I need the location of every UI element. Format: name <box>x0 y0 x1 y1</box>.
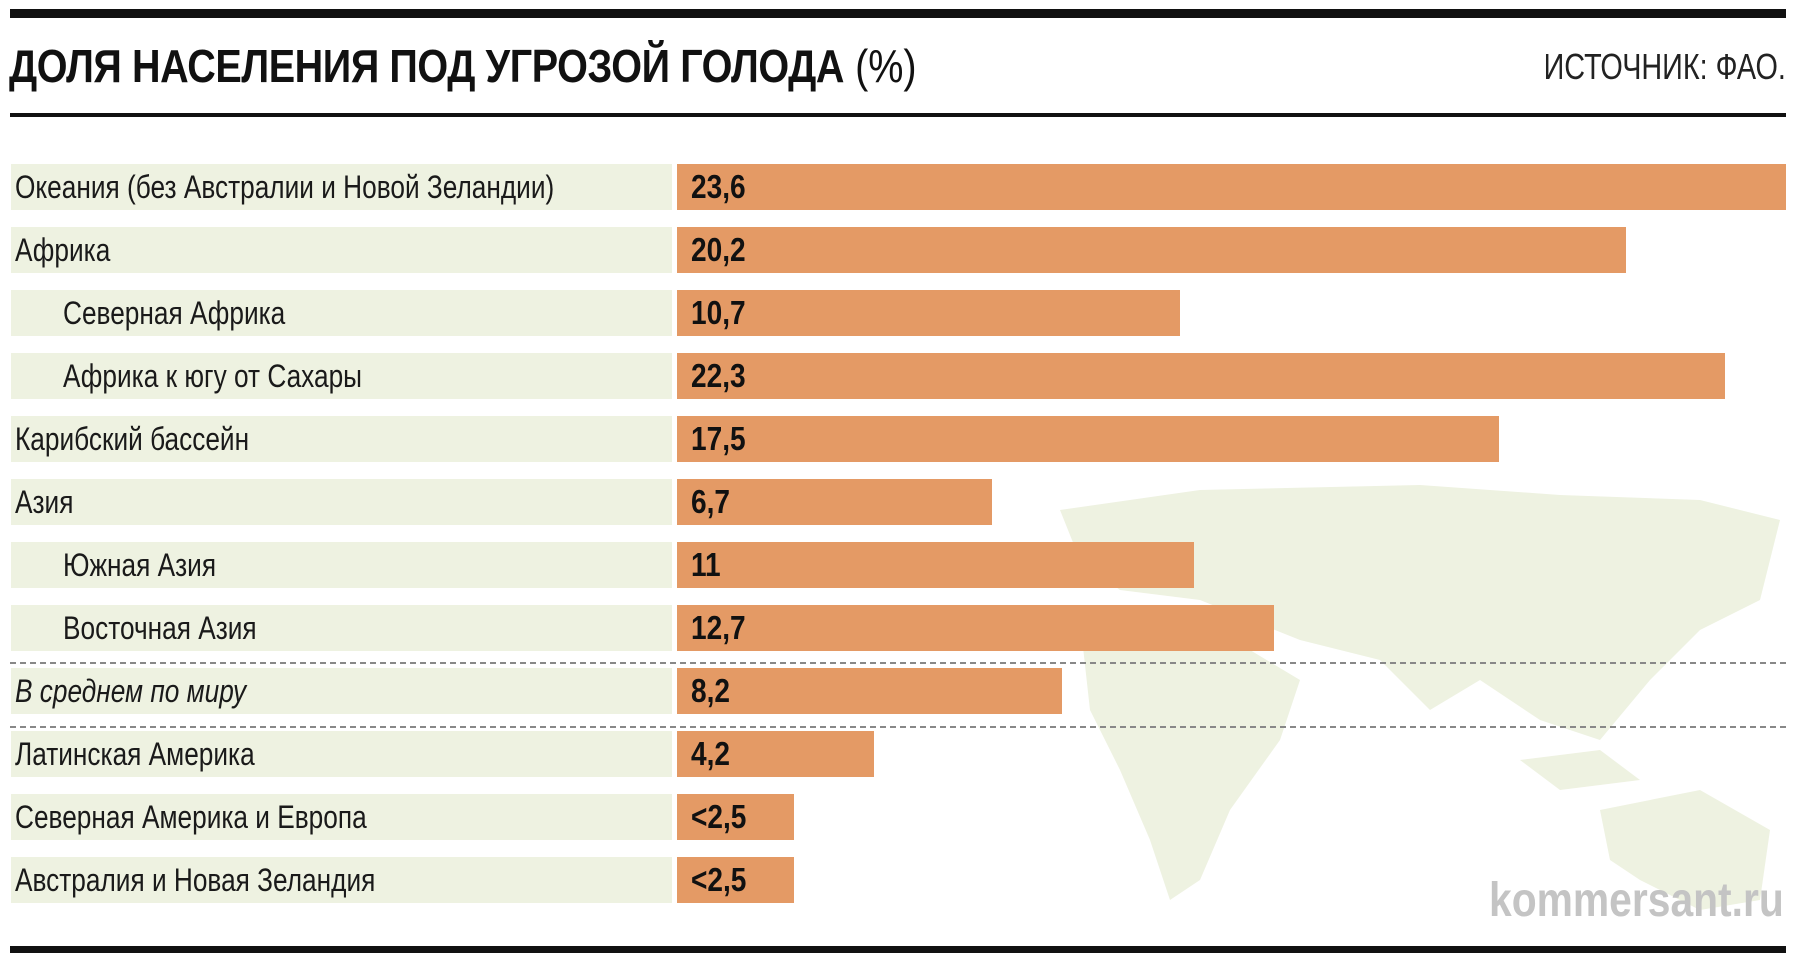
bar <box>677 794 794 840</box>
map-africa <box>1080 610 1300 900</box>
top-rule <box>10 9 1786 18</box>
category-label: Северная Африка <box>63 295 286 331</box>
label-background <box>11 353 672 399</box>
bottom-rule <box>10 946 1786 953</box>
bar <box>677 290 1180 336</box>
bar <box>677 731 874 777</box>
data-label: 12,7 <box>691 609 746 646</box>
bar <box>677 416 1499 462</box>
map-eurasia <box>1060 485 1780 740</box>
map-sea-islands <box>1520 750 1640 790</box>
label-background <box>11 416 672 462</box>
data-label: 8,2 <box>691 672 730 709</box>
category-label: Океания (без Австралии и Новой Зеландии) <box>15 169 555 205</box>
chart-title: ДОЛЯ НАСЕЛЕНИЯ ПОД УГРОЗОЙ ГОЛОДА (%) <box>9 40 917 92</box>
bar <box>677 479 992 525</box>
label-background <box>11 668 672 714</box>
label-background <box>11 794 672 840</box>
category-label: Африка <box>15 232 111 268</box>
data-label: 23,6 <box>691 168 746 205</box>
bar <box>677 227 1626 273</box>
data-label: 10,7 <box>691 294 746 331</box>
category-label: Северная Америка и Европа <box>15 799 367 835</box>
data-label: 6,7 <box>691 483 730 520</box>
divider-dashed-lower <box>10 726 1786 728</box>
divider-dashed-upper <box>10 662 1786 664</box>
category-label: Восточная Азия <box>63 610 257 646</box>
category-label: Южная Азия <box>63 547 217 583</box>
bar <box>677 353 1725 399</box>
data-label: 4,2 <box>691 735 730 772</box>
category-label: Азия <box>15 484 74 520</box>
data-label: 11 <box>691 546 721 583</box>
label-background <box>11 857 672 903</box>
label-background <box>11 605 672 651</box>
data-label: 17,5 <box>691 420 746 457</box>
category-label: Карибский бассейн <box>15 421 250 457</box>
bar <box>677 605 1274 651</box>
data-label: <2,5 <box>691 861 747 898</box>
label-background <box>11 542 672 588</box>
world-map-background <box>1060 485 1780 910</box>
bar <box>677 542 1194 588</box>
source-label: ИСТОЧНИК: ФАО. <box>1543 46 1786 87</box>
bar <box>677 668 1062 714</box>
data-label: 20,2 <box>691 231 746 268</box>
label-background <box>11 290 672 336</box>
category-label: Латинская Америка <box>15 736 255 772</box>
category-label: Африка к югу от Сахары <box>63 358 363 394</box>
unit-label: (%) <box>855 40 917 92</box>
bar <box>677 164 1786 210</box>
category-label: В среднем по миру <box>15 673 247 709</box>
label-background <box>11 227 672 273</box>
category-label: Австралия и Новая Зеландия <box>15 862 376 898</box>
title-rule <box>10 113 1786 117</box>
label-background <box>11 479 672 525</box>
data-label: 22,3 <box>691 357 746 394</box>
watermark: kommersant.ru <box>1489 874 1784 927</box>
label-background <box>11 731 672 777</box>
label-background <box>11 164 672 210</box>
map-australia <box>1600 790 1770 910</box>
data-label: <2,5 <box>691 798 747 835</box>
bar <box>677 857 794 903</box>
